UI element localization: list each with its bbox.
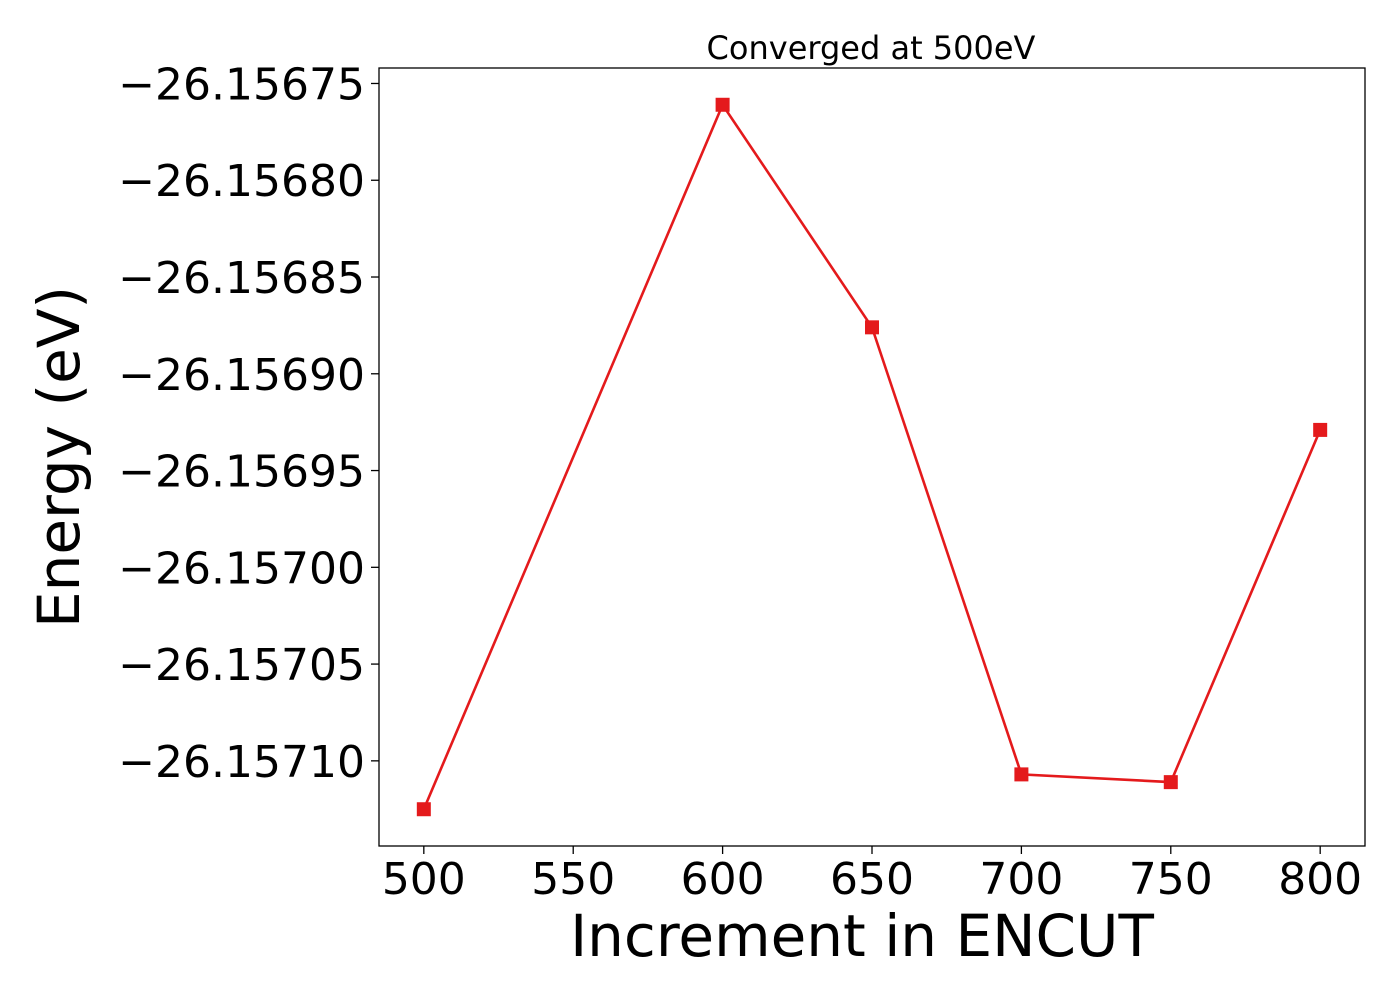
- x-tick-label: 700: [979, 854, 1063, 905]
- y-tick-label: −26.15690: [118, 350, 365, 401]
- data-point: [1014, 767, 1029, 782]
- y-tick-label: −26.15695: [118, 447, 365, 498]
- data-point: [1313, 422, 1328, 437]
- plot-area: [378, 67, 1366, 847]
- y-tick-label: −26.15680: [118, 156, 365, 207]
- x-tick-label: 750: [1129, 854, 1213, 905]
- data-point: [715, 97, 730, 112]
- data-point: [865, 320, 879, 335]
- y-tick-label: −26.15675: [118, 59, 365, 110]
- x-tick-label: 600: [681, 854, 765, 905]
- series-line: [422, 102, 1322, 810]
- chart-title: Converged at 500eV: [707, 29, 1036, 67]
- x-tick-label: 650: [830, 854, 914, 905]
- y-tick-label: −26.15705: [118, 640, 365, 691]
- y-axis-label: Energy (eV): [25, 286, 93, 628]
- x-tick-label: 550: [531, 854, 615, 905]
- data-point: [1163, 775, 1178, 790]
- x-tick-label: 800: [1278, 854, 1362, 905]
- y-tick-label: −26.15685: [118, 253, 365, 304]
- series-layer: [416, 97, 1328, 817]
- x-axis-label: Increment in ENCUT: [570, 902, 1154, 970]
- y-tick-label: −26.15700: [118, 543, 365, 594]
- y-tick-label: −26.15710: [118, 737, 365, 788]
- data-point: [416, 802, 431, 817]
- x-axis: 500 550 600 650 700 750 800: [382, 846, 1362, 905]
- x-tick-label: 500: [382, 854, 466, 905]
- y-axis: −26.15675 −26.15680 −26.15685 −26.15690 −26.…: [118, 59, 379, 788]
